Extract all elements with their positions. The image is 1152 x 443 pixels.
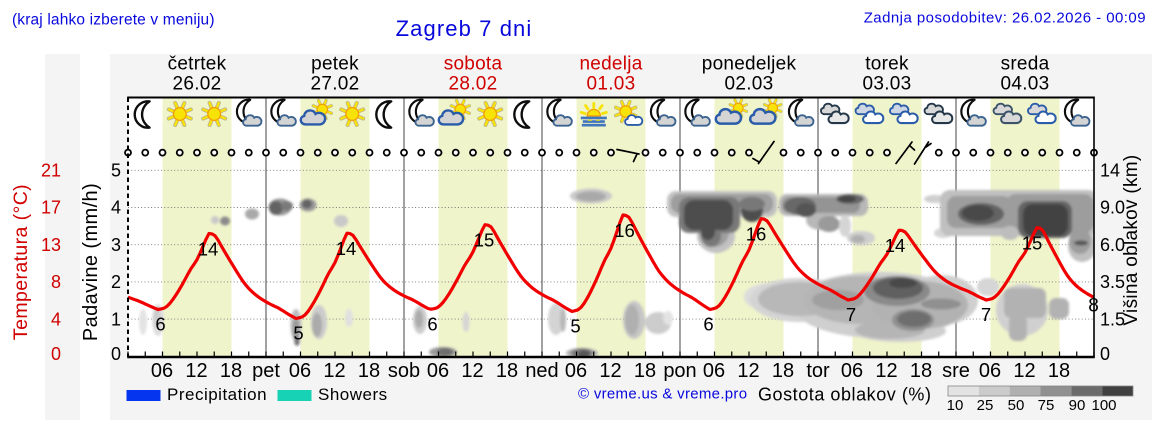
svg-text:ned: ned	[525, 360, 558, 382]
svg-text:15: 15	[474, 230, 495, 251]
svg-text:Gostota oblakov (%): Gostota oblakov (%)	[758, 385, 932, 405]
svg-text:petek: petek	[311, 54, 359, 75]
svg-text:13: 13	[41, 235, 61, 255]
svg-text:6.0: 6.0	[1100, 235, 1125, 255]
svg-text:18: 18	[1048, 360, 1070, 382]
svg-text:1: 1	[111, 309, 121, 329]
svg-text:12: 12	[1013, 360, 1035, 382]
svg-text:12: 12	[323, 360, 345, 382]
svg-text:7: 7	[981, 304, 991, 325]
svg-text:04.03: 04.03	[1000, 74, 1049, 95]
svg-text:12: 12	[875, 360, 897, 382]
svg-text:Precipitation: Precipitation	[167, 385, 267, 404]
svg-text:06: 06	[289, 360, 311, 382]
svg-text:06: 06	[979, 360, 1001, 382]
svg-text:14: 14	[336, 238, 357, 259]
svg-text:03.03: 03.03	[862, 74, 911, 95]
svg-text:17: 17	[41, 198, 61, 218]
svg-text:15: 15	[1022, 233, 1043, 254]
svg-text:Showers: Showers	[318, 385, 388, 404]
svg-text:0: 0	[51, 344, 61, 364]
svg-text:75: 75	[1038, 397, 1055, 414]
svg-text:četrtek: četrtek	[168, 54, 227, 75]
svg-text:© vreme.us & vreme.pro: © vreme.us & vreme.pro	[578, 386, 747, 403]
svg-text:4: 4	[111, 198, 121, 218]
svg-text:1.5: 1.5	[1100, 309, 1125, 329]
svg-text:10: 10	[947, 397, 964, 414]
svg-text:2: 2	[111, 272, 121, 292]
svg-text:12: 12	[737, 360, 759, 382]
svg-text:sreda: sreda	[1001, 54, 1050, 75]
svg-text:4: 4	[51, 309, 61, 329]
svg-text:5: 5	[570, 316, 580, 337]
svg-text:18: 18	[220, 360, 242, 382]
svg-text:06: 06	[427, 360, 449, 382]
svg-text:torek: torek	[865, 54, 909, 75]
svg-text:27.02: 27.02	[310, 74, 359, 95]
svg-text:Višina oblakov (km): Višina oblakov (km)	[1121, 154, 1142, 325]
svg-text:28.02: 28.02	[448, 74, 497, 95]
svg-text:nedelja: nedelja	[579, 54, 642, 75]
svg-text:02.03: 02.03	[724, 74, 773, 95]
svg-text:25: 25	[977, 397, 994, 414]
svg-text:06: 06	[565, 360, 587, 382]
svg-text:0: 0	[1100, 344, 1110, 364]
svg-text:(kraj lahko izberete v meniju): (kraj lahko izberete v meniju)	[12, 12, 215, 29]
svg-text:18: 18	[496, 360, 518, 382]
svg-text:Temperatura (°C): Temperatura (°C)	[10, 184, 32, 340]
svg-text:pet: pet	[252, 360, 280, 382]
svg-text:Zadnja posodobitev: 26.02.2026: Zadnja posodobitev: 26.02.2026 - 00:09	[864, 10, 1146, 27]
svg-text:6: 6	[703, 314, 713, 335]
svg-text:16: 16	[746, 224, 767, 245]
svg-text:5: 5	[293, 323, 303, 344]
svg-text:90: 90	[1069, 397, 1086, 414]
svg-text:ponedeljek: ponedeljek	[702, 54, 797, 75]
svg-text:18: 18	[772, 360, 794, 382]
svg-text:01.03: 01.03	[586, 74, 635, 95]
svg-text:50: 50	[1008, 397, 1025, 414]
svg-text:3: 3	[111, 235, 121, 255]
svg-text:14: 14	[1100, 161, 1120, 181]
svg-text:8: 8	[51, 272, 61, 292]
svg-text:14: 14	[198, 238, 219, 259]
svg-text:12: 12	[461, 360, 483, 382]
svg-text:14: 14	[885, 235, 906, 256]
svg-text:3.5: 3.5	[1100, 272, 1125, 292]
svg-text:18: 18	[910, 360, 932, 382]
svg-text:18: 18	[634, 360, 656, 382]
svg-text:Zagreb 7 dni: Zagreb 7 dni	[396, 16, 533, 41]
svg-text:12: 12	[185, 360, 207, 382]
svg-text:9.0: 9.0	[1100, 198, 1125, 218]
svg-text:21: 21	[41, 161, 61, 181]
svg-text:6: 6	[155, 314, 165, 335]
svg-text:7: 7	[846, 304, 856, 325]
svg-text:16: 16	[614, 220, 635, 241]
svg-text:sobota: sobota	[444, 54, 503, 75]
svg-text:100: 100	[1091, 397, 1116, 414]
svg-text:26.02: 26.02	[172, 74, 221, 95]
svg-text:12: 12	[599, 360, 621, 382]
svg-text:06: 06	[151, 360, 173, 382]
svg-text:0: 0	[111, 344, 121, 364]
svg-text:06: 06	[703, 360, 725, 382]
svg-text:tor: tor	[806, 360, 830, 382]
svg-text:06: 06	[841, 360, 863, 382]
svg-text:5: 5	[111, 161, 121, 181]
svg-text:sre: sre	[942, 360, 970, 382]
svg-text:6: 6	[427, 314, 437, 335]
svg-text:pon: pon	[663, 360, 696, 382]
svg-text:sob: sob	[388, 360, 420, 382]
svg-text:18: 18	[358, 360, 380, 382]
svg-text:Padavine (mm/h): Padavine (mm/h)	[80, 183, 102, 341]
